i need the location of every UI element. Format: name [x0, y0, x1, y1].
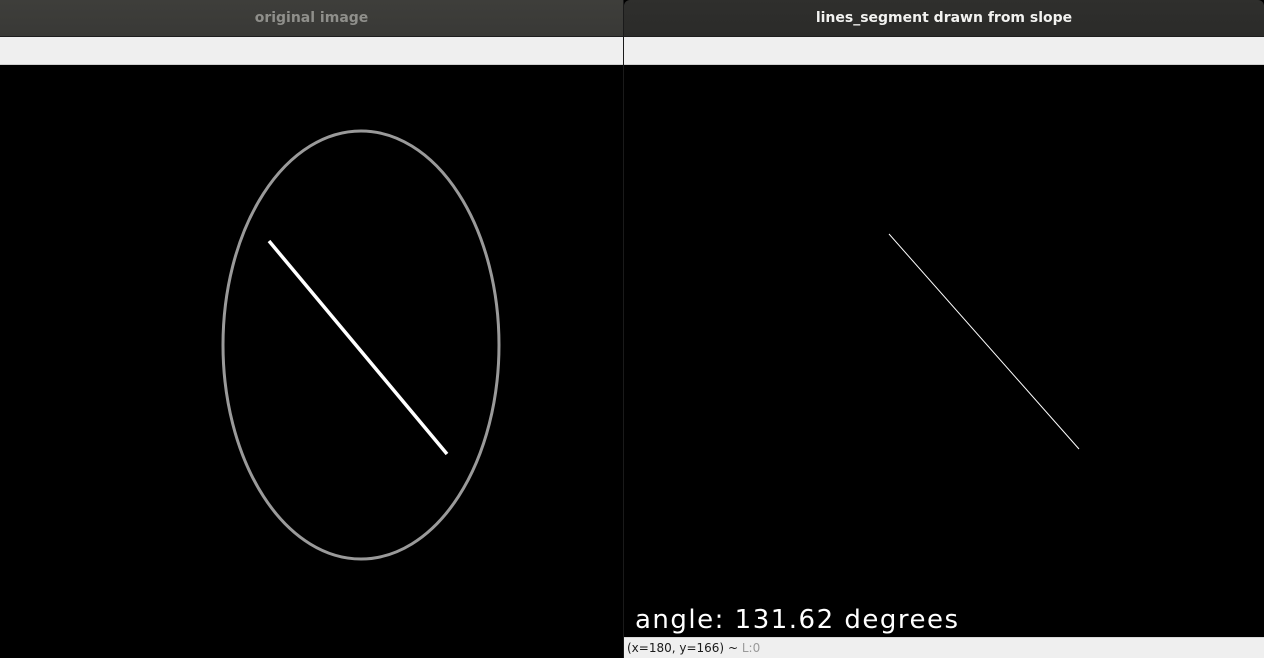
drawn-line-segment: [888, 233, 1080, 450]
line-segment-window: lines_segment drawn from slope angle: 13…: [624, 0, 1264, 658]
cursor-coordinates: (x=180, y=166): [627, 641, 725, 655]
status-bar: (x=180, y=166) ~ L:0: [624, 637, 1264, 658]
window-divider: [623, 0, 624, 658]
ellipse-shape: [221, 129, 501, 561]
window-toolbar: [0, 37, 623, 65]
status-separator: ~: [727, 641, 739, 655]
image-canvas[interactable]: [0, 65, 623, 637]
window-toolbar: [624, 37, 1264, 65]
image-canvas[interactable]: angle: 131.62 degrees: [624, 65, 1264, 637]
window-titlebar[interactable]: lines_segment drawn from slope: [624, 0, 1264, 37]
original-image-window: original image: [0, 0, 623, 658]
window-titlebar[interactable]: original image: [0, 0, 623, 37]
angle-label: angle: 131.62 degrees: [635, 605, 960, 635]
line-segment: [267, 239, 449, 456]
status-text: (x=180, y=166) ~ L:0: [627, 641, 760, 655]
zoom-level: L:0: [741, 641, 761, 655]
window-title: original image: [254, 10, 369, 26]
window-title: lines_segment drawn from slope: [815, 10, 1073, 26]
